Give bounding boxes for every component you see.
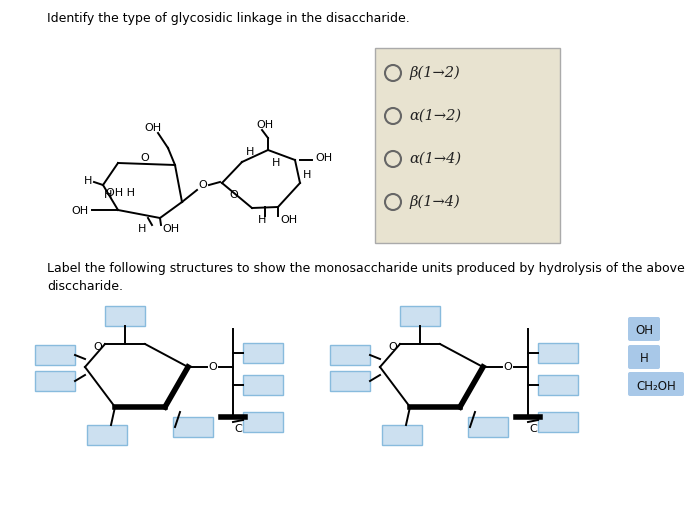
Text: H: H <box>303 170 311 180</box>
Text: O: O <box>503 362 512 372</box>
FancyBboxPatch shape <box>538 375 578 395</box>
FancyBboxPatch shape <box>628 372 684 396</box>
FancyBboxPatch shape <box>35 345 75 365</box>
FancyBboxPatch shape <box>400 306 440 326</box>
FancyBboxPatch shape <box>243 343 283 363</box>
FancyBboxPatch shape <box>468 417 508 437</box>
FancyBboxPatch shape <box>105 306 145 326</box>
FancyBboxPatch shape <box>330 345 370 365</box>
FancyBboxPatch shape <box>87 425 127 445</box>
Text: H: H <box>258 215 266 225</box>
FancyBboxPatch shape <box>173 417 213 437</box>
Text: H: H <box>246 147 254 157</box>
FancyBboxPatch shape <box>35 371 75 391</box>
Text: H: H <box>84 176 92 186</box>
Text: O: O <box>199 180 208 190</box>
Text: O: O <box>389 342 397 352</box>
FancyBboxPatch shape <box>243 412 283 432</box>
Text: OH: OH <box>280 215 297 225</box>
Text: H: H <box>640 353 649 366</box>
FancyBboxPatch shape <box>243 375 283 395</box>
Text: OH: OH <box>257 120 273 130</box>
Text: C: C <box>529 424 537 434</box>
FancyBboxPatch shape <box>375 48 560 243</box>
Text: α(1→2): α(1→2) <box>409 109 461 123</box>
Text: O: O <box>140 153 150 163</box>
FancyBboxPatch shape <box>538 343 578 363</box>
Text: OH: OH <box>635 324 653 338</box>
FancyBboxPatch shape <box>538 412 578 432</box>
Text: O: O <box>94 342 102 352</box>
Text: OH: OH <box>162 224 179 234</box>
Text: α(1→4): α(1→4) <box>409 152 461 166</box>
Text: OH H: OH H <box>106 188 134 198</box>
Text: OH: OH <box>71 206 88 216</box>
Text: C: C <box>234 424 242 434</box>
FancyBboxPatch shape <box>628 317 660 341</box>
Text: OH: OH <box>145 123 161 133</box>
Text: H: H <box>138 224 146 234</box>
FancyBboxPatch shape <box>330 371 370 391</box>
Text: O: O <box>230 190 238 200</box>
Text: CH₂OH: CH₂OH <box>636 380 676 393</box>
Text: β(1→2): β(1→2) <box>409 66 460 80</box>
Text: Identify the type of glycosidic linkage in the disaccharide.: Identify the type of glycosidic linkage … <box>47 12 410 25</box>
Text: H: H <box>104 190 112 200</box>
Text: H: H <box>272 158 280 168</box>
FancyBboxPatch shape <box>382 425 422 445</box>
FancyBboxPatch shape <box>628 345 660 369</box>
Text: β(1→4): β(1→4) <box>409 195 460 209</box>
Text: OH: OH <box>315 153 332 163</box>
Text: O: O <box>208 362 217 372</box>
Text: Label the following structures to show the monosaccharide units produced by hydr: Label the following structures to show t… <box>47 262 685 293</box>
